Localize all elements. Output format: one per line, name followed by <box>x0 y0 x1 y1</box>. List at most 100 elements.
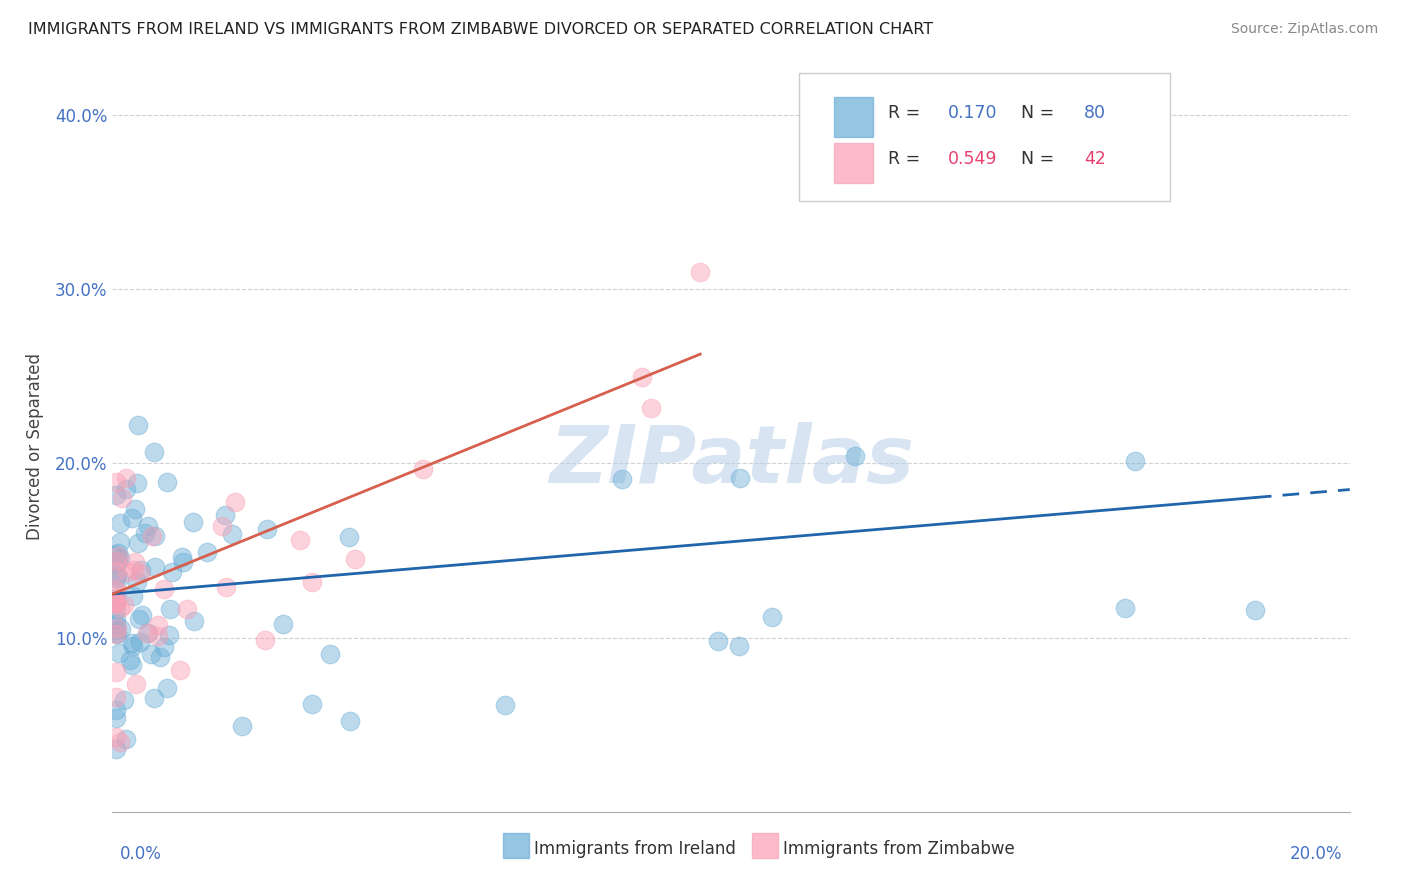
Point <box>1114 601 1136 615</box>
Text: 0.549: 0.549 <box>948 150 997 169</box>
Text: 20.0%: 20.0% <box>1291 846 1343 863</box>
Point <box>104 595 127 609</box>
Point <box>104 625 127 640</box>
Point <box>104 627 127 641</box>
Point <box>104 731 127 745</box>
Point <box>159 602 181 616</box>
Text: ZIPatlas: ZIPatlas <box>548 422 914 500</box>
Point <box>104 596 127 610</box>
Point <box>231 719 253 733</box>
Point <box>104 488 127 502</box>
Point <box>121 636 143 650</box>
Point <box>114 692 136 706</box>
Point <box>156 475 179 490</box>
Point <box>104 549 127 563</box>
Point <box>215 580 238 594</box>
Point <box>127 536 149 550</box>
Point <box>153 640 176 655</box>
Text: R =: R = <box>889 104 927 122</box>
Point <box>412 462 434 476</box>
Point <box>128 566 150 581</box>
Point <box>339 714 361 728</box>
Point <box>104 603 127 617</box>
Point <box>319 647 342 661</box>
Point <box>115 731 138 746</box>
Point <box>104 595 127 609</box>
Point <box>104 690 127 704</box>
Point <box>129 563 152 577</box>
Text: R =: R = <box>889 150 927 169</box>
Text: Source: ZipAtlas.com: Source: ZipAtlas.com <box>1230 22 1378 37</box>
Point <box>143 444 166 458</box>
Point <box>337 530 360 544</box>
Point <box>104 554 127 568</box>
Point <box>110 491 132 505</box>
Point <box>640 401 662 415</box>
Point <box>122 563 145 577</box>
Point <box>121 657 143 672</box>
Point <box>170 549 193 564</box>
Text: IMMIGRANTS FROM IRELAND VS IMMIGRANTS FROM ZIMBABWE DIVORCED OR SEPARATED CORREL: IMMIGRANTS FROM IRELAND VS IMMIGRANTS FR… <box>28 22 934 37</box>
Point <box>104 742 127 756</box>
Point <box>162 565 184 579</box>
Point <box>181 516 204 530</box>
Point <box>224 494 246 508</box>
Point <box>1244 603 1267 617</box>
Point <box>105 621 128 635</box>
Point <box>127 418 149 433</box>
Point <box>141 647 163 661</box>
Point <box>108 735 131 749</box>
Text: 0.170: 0.170 <box>948 104 997 122</box>
Point <box>288 533 311 547</box>
Point <box>104 703 127 717</box>
Point <box>689 265 711 279</box>
Point <box>115 565 138 579</box>
Point <box>176 602 198 616</box>
Text: 42: 42 <box>1084 150 1105 169</box>
Point <box>221 527 243 541</box>
Point <box>105 627 128 641</box>
Text: Immigrants from Zimbabwe: Immigrants from Zimbabwe <box>783 840 1015 858</box>
Text: 80: 80 <box>1084 104 1105 122</box>
Point <box>104 582 127 597</box>
Point <box>730 471 752 485</box>
Point <box>136 626 159 640</box>
Point <box>104 583 127 598</box>
Point <box>124 555 146 569</box>
Point <box>494 698 516 713</box>
Point <box>610 471 633 485</box>
Point <box>115 471 138 485</box>
Point <box>108 535 131 549</box>
Point <box>143 529 166 543</box>
Point <box>146 629 169 643</box>
Point <box>707 633 730 648</box>
Point <box>125 676 148 690</box>
Point <box>107 546 129 560</box>
Point <box>121 511 143 525</box>
Point <box>273 617 295 632</box>
Point <box>104 665 127 680</box>
Point <box>344 552 367 566</box>
Point <box>108 551 131 566</box>
Point <box>1123 453 1146 467</box>
Point <box>108 571 131 585</box>
Point <box>727 640 749 654</box>
Point <box>105 567 128 582</box>
Point <box>107 549 129 564</box>
Point <box>172 555 194 569</box>
Point <box>183 614 205 628</box>
Point <box>301 575 323 590</box>
Point <box>153 582 176 596</box>
Point <box>301 697 323 711</box>
Point <box>115 482 138 496</box>
Point <box>211 519 233 533</box>
Point <box>110 601 132 615</box>
Point <box>107 646 129 660</box>
Point <box>125 476 148 491</box>
Point <box>129 635 152 649</box>
Point <box>141 529 163 543</box>
Point <box>110 622 132 636</box>
Point <box>143 559 166 574</box>
Point <box>136 625 159 640</box>
Point <box>631 369 654 384</box>
